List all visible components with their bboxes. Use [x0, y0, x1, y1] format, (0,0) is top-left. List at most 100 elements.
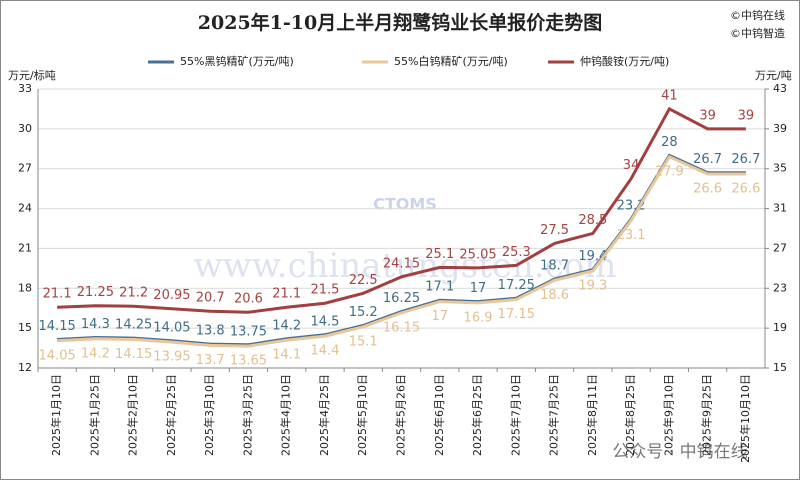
y-tick-label: 21	[18, 241, 32, 254]
x-tick-label: 2025年2月10日	[126, 374, 140, 456]
data-label: 25.1	[425, 247, 454, 262]
data-label: 28	[661, 135, 678, 150]
data-label: 14.25	[115, 318, 152, 333]
y2-tick-label: 31	[773, 202, 787, 215]
legend-label: 仲钨酸铵(万元/吨)	[580, 54, 669, 68]
y-tick-label: 27	[18, 162, 32, 175]
data-label: 39	[699, 108, 716, 123]
y-tick-label: 33	[18, 82, 32, 95]
data-label: 16.15	[383, 320, 420, 335]
y2-tick-label: 43	[773, 82, 787, 95]
data-label: 14.3	[81, 317, 110, 332]
data-label: 27.9	[655, 164, 684, 179]
x-tick-label: 2025年8月25日	[623, 374, 637, 456]
x-tick-label: 2025年3月25日	[240, 374, 254, 456]
watermark: 公众号 · 中钨在线	[612, 442, 747, 462]
x-tick-label: 2025年10月10日	[738, 374, 752, 463]
data-label: 18.7	[540, 258, 569, 273]
y-tick-label: 24	[18, 202, 32, 215]
data-label: 13.75	[230, 324, 267, 339]
data-label: 21.2	[119, 286, 148, 301]
y2-tick-label: 19	[773, 321, 787, 334]
x-tick-label: 2025年3月10日	[202, 374, 216, 456]
y2-tick-label: 39	[773, 122, 787, 135]
data-label: 22.5	[349, 273, 378, 288]
data-label: 28.5	[578, 213, 607, 228]
series-line	[57, 154, 746, 348]
x-tick-label: 2025年6月10日	[432, 374, 446, 456]
data-label: 14.05	[39, 348, 76, 363]
copyright: ©中钨智造	[730, 26, 785, 40]
data-label: 26.7	[693, 152, 722, 167]
data-label: 17.1	[425, 280, 454, 295]
x-tick-label: 2025年7月10日	[508, 374, 522, 456]
data-label: 16.25	[383, 291, 420, 306]
x-tick-label: 2025年9月10日	[661, 374, 675, 456]
x-tick-label: 2025年1月25日	[87, 374, 101, 456]
data-label: 17	[431, 309, 448, 324]
x-tick-label: 2025年2月25日	[164, 374, 178, 456]
data-label: 15.2	[349, 305, 378, 320]
data-label: 16.9	[464, 310, 493, 325]
x-tick-label: 2025年1月10日	[49, 374, 63, 456]
series-line	[57, 106, 746, 314]
y-tick-label: 15	[18, 321, 32, 334]
data-label: 14.2	[272, 318, 301, 333]
data-label: 14.5	[310, 314, 339, 329]
y-tick-label: 30	[18, 122, 32, 135]
x-tick-label: 2025年4月25日	[317, 374, 331, 456]
data-label: 13.7	[196, 353, 225, 368]
data-label: 41	[661, 88, 678, 103]
data-label: 27.5	[540, 223, 569, 238]
data-label: 17.25	[498, 278, 535, 293]
data-label: 18.6	[540, 288, 569, 303]
copyright: ©中钨在线	[730, 8, 785, 22]
chart-title: 2025年1-10月上半月翔鹭钨业长单报价走势图	[198, 11, 602, 34]
legend-label: 55%白钨精矿(万元/吨)	[394, 54, 508, 68]
y-tick-label: 18	[18, 281, 32, 294]
data-label: 14.15	[39, 319, 76, 334]
data-label: 20.7	[196, 291, 225, 306]
data-label: 15.1	[349, 334, 378, 349]
data-label: 26.6	[731, 182, 760, 197]
data-label: 25.05	[459, 247, 496, 262]
data-label: 13.8	[196, 324, 225, 339]
data-label: 24.15	[383, 256, 420, 271]
x-tick-label: 2025年5月10日	[355, 374, 369, 456]
data-label: 25.3	[502, 245, 531, 260]
data-label: 20.95	[153, 288, 190, 303]
data-label: 13.95	[153, 350, 190, 365]
y-tick-label: 12	[18, 361, 32, 374]
data-label: 13.65	[230, 354, 267, 369]
x-tick-label: 2025年8月11日	[585, 374, 599, 456]
watermark: CTOMS	[373, 195, 437, 214]
x-tick-label: 2025年6月25日	[470, 374, 484, 456]
y2-axis-title: 万元/吨	[755, 69, 792, 82]
y-axis-title: 万元/标吨	[8, 68, 56, 82]
data-label: 14.1	[272, 348, 301, 363]
data-label: 23.1	[617, 228, 646, 243]
data-label: 14.4	[310, 344, 339, 359]
data-label: 14.05	[153, 320, 190, 335]
data-label: 14.15	[115, 347, 152, 362]
data-label: 21.1	[43, 287, 72, 302]
x-tick-label: 2025年5月26日	[394, 374, 408, 456]
data-label: 17	[470, 281, 487, 296]
data-label: 21.1	[272, 287, 301, 302]
data-label: 26.7	[731, 152, 760, 167]
data-label: 19.3	[578, 279, 607, 294]
legend-label: 55%黑钨精矿(万元/吨)	[180, 55, 294, 68]
data-label: 34	[623, 158, 640, 173]
data-label: 20.6	[234, 292, 263, 307]
data-label: 14.2	[81, 346, 110, 361]
x-tick-label: 2025年9月25日	[700, 374, 714, 456]
data-label: 26.6	[693, 182, 722, 197]
watermark: www.chinatungsten.com	[194, 246, 617, 286]
y2-tick-label: 35	[773, 162, 787, 175]
data-label: 39	[738, 108, 755, 123]
data-label: 21.25	[77, 285, 114, 300]
data-label: 17.15	[498, 307, 535, 322]
y2-tick-label: 15	[773, 361, 787, 374]
